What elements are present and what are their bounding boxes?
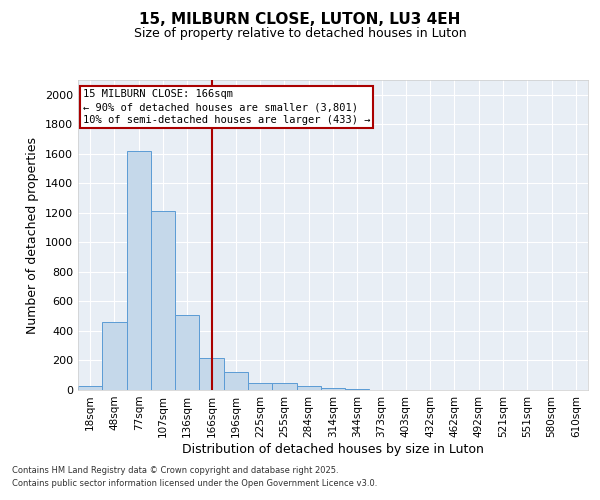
Bar — [78, 386, 102, 390]
Bar — [272, 384, 296, 390]
Text: Contains HM Land Registry data © Crown copyright and database right 2025.
Contai: Contains HM Land Registry data © Crown c… — [12, 466, 377, 487]
Bar — [248, 382, 272, 390]
Bar — [127, 151, 151, 390]
Bar — [321, 388, 345, 390]
Bar — [102, 322, 127, 390]
Bar — [199, 358, 224, 390]
Bar — [296, 386, 321, 390]
Text: Size of property relative to detached houses in Luton: Size of property relative to detached ho… — [134, 28, 466, 40]
Bar — [151, 212, 175, 390]
X-axis label: Distribution of detached houses by size in Luton: Distribution of detached houses by size … — [182, 442, 484, 456]
Bar — [175, 314, 199, 390]
Text: 15, MILBURN CLOSE, LUTON, LU3 4EH: 15, MILBURN CLOSE, LUTON, LU3 4EH — [139, 12, 461, 28]
Text: 15 MILBURN CLOSE: 166sqm
← 90% of detached houses are smaller (3,801)
10% of sem: 15 MILBURN CLOSE: 166sqm ← 90% of detach… — [83, 89, 370, 126]
Y-axis label: Number of detached properties: Number of detached properties — [26, 136, 40, 334]
Bar — [224, 372, 248, 390]
